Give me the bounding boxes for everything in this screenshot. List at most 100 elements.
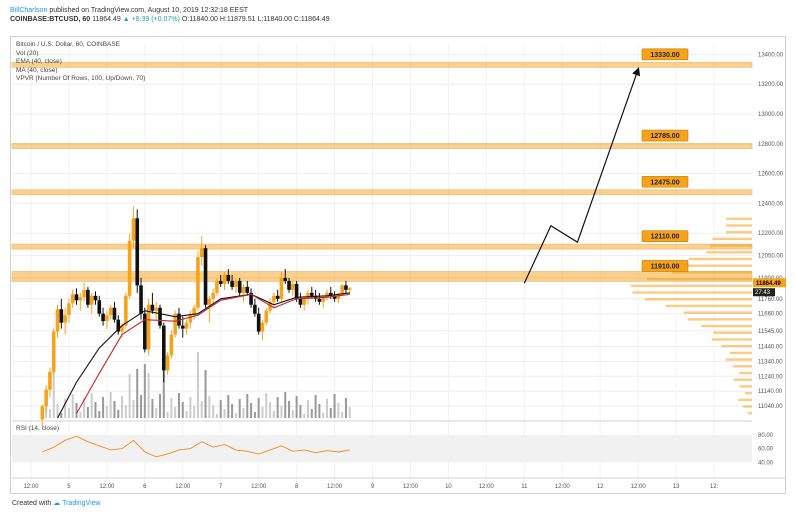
candle-body <box>165 355 170 371</box>
volume-profile-bar <box>744 391 752 395</box>
volume-profile-bar <box>632 291 752 294</box>
volume-profile-bar <box>711 338 752 341</box>
candle-body <box>101 313 105 322</box>
legend-vpvr[interactable]: VPVR (Number Of Rows, 100, Up/Down, 70) <box>16 75 146 82</box>
time-tick-label: 12:00 <box>251 484 267 490</box>
candle-body <box>158 307 162 326</box>
countdown-label: 27:43 <box>755 290 771 296</box>
volume-bar <box>348 407 351 418</box>
volume-bar <box>128 374 131 418</box>
volume-bar <box>280 406 283 418</box>
created-with-text: Created with <box>12 500 52 507</box>
volume-bar <box>98 411 101 418</box>
legend-title: Bitcoin / U.S. Dollar, 60, COINBASE <box>16 41 121 48</box>
volume-bar <box>67 408 70 418</box>
candle-body <box>268 301 272 311</box>
volume-profile-bar <box>688 257 752 261</box>
indicator-legend: Bitcoin / U.S. Dollar, 60, COINBASE Vol … <box>16 41 145 84</box>
volume-profile-bar <box>747 412 752 415</box>
volume-bar <box>212 405 215 418</box>
volume-profile-bar <box>630 284 752 288</box>
candle-body <box>146 304 151 350</box>
volume-bar <box>325 399 328 418</box>
volume-bar <box>64 399 67 418</box>
rsi-band <box>12 434 752 463</box>
price-tick-label: 13400.00 <box>758 52 784 58</box>
ohlc-text: O:11840.00 H:11879.51 L:11840.00 C:11864… <box>181 16 330 23</box>
rsi-legend[interactable]: RSI (14, close) <box>16 425 59 432</box>
candle-body <box>112 307 117 320</box>
level-band <box>11 62 753 68</box>
price-tick-label: 12050.00 <box>758 254 784 260</box>
candle-body <box>291 283 295 290</box>
candle-body <box>344 285 348 290</box>
level-label: 12475.00 <box>650 179 679 186</box>
level-band <box>11 243 753 250</box>
candle-body <box>317 298 322 302</box>
price-tick-label: 11340.00 <box>758 359 783 365</box>
projection-arrow <box>523 67 641 284</box>
candle-body <box>275 295 280 299</box>
level-label: 12110.00 <box>651 234 680 241</box>
level-band <box>11 189 753 196</box>
candle-body <box>180 325 185 329</box>
volume-profile-bar <box>665 304 752 308</box>
candle-body <box>256 313 261 332</box>
candle-body <box>63 315 67 323</box>
legend-ma[interactable]: MA (40, close) <box>16 66 58 74</box>
candle-body <box>139 285 143 314</box>
volume-bar <box>242 408 245 418</box>
price-tick-label: 11440.00 <box>758 344 783 350</box>
tradingview-brand[interactable]: TradingView <box>62 500 101 507</box>
author-link[interactable]: BillCharlson <box>10 7 48 14</box>
candle-body <box>264 310 269 323</box>
volume-bar <box>177 393 180 418</box>
candle-body <box>279 277 284 299</box>
volume-bar <box>261 407 264 418</box>
volume-bar <box>276 397 279 418</box>
volume-bar <box>299 405 302 418</box>
time-tick-label: 12:00 <box>403 484 419 490</box>
volume-bar <box>231 404 234 418</box>
level-label-box <box>641 48 689 61</box>
volume-bar <box>196 352 199 418</box>
volume-bar <box>337 403 340 418</box>
volume-bar <box>132 400 135 418</box>
volume-profile-bar <box>726 217 752 220</box>
rsi-tick-label: 40.00 <box>758 460 774 466</box>
volume-profile-bar <box>739 385 752 388</box>
price-axis: 13400.00 13200.00 13000.00 12800.00 12600.00… <box>758 52 784 410</box>
tradingview-logo-icon[interactable]: ☁ <box>53 500 61 507</box>
time-tick-label: 12:00 <box>175 484 191 490</box>
volume-profile-bar <box>644 298 752 301</box>
candle-body <box>306 292 310 299</box>
volume-bar <box>189 397 192 418</box>
volume-bar <box>155 408 158 418</box>
rsi-tick-label: 80.00 <box>758 433 774 439</box>
candle-body <box>184 322 189 329</box>
volume-bar <box>200 401 203 418</box>
symbol-text: COINBASE:BTCUSD, 60 <box>10 16 91 23</box>
candle-body <box>135 218 140 286</box>
volume-bar <box>109 392 112 418</box>
candle-body <box>283 277 288 281</box>
volume-bar <box>204 370 207 418</box>
volume-bar <box>329 408 332 418</box>
legend-ema[interactable]: EMA (40, close) <box>16 58 62 65</box>
current-price-box <box>753 278 786 288</box>
level-label-box <box>641 175 689 188</box>
volume-bar <box>147 373 150 418</box>
time-tick-label: 6 <box>143 484 147 490</box>
chart-frame <box>10 36 786 494</box>
price-tick-label: 11660.00 <box>758 312 783 318</box>
volume-bar <box>121 396 124 418</box>
volume-bar <box>102 397 105 418</box>
candle-body <box>332 295 337 299</box>
volume-bar <box>60 413 63 418</box>
time-tick-label: 7 <box>219 484 223 490</box>
level-label: 13330.00 <box>650 52 679 59</box>
time-tick-label: 10 <box>445 484 452 490</box>
volume-bar <box>307 400 309 418</box>
legend-vol[interactable]: Vol (20) <box>16 49 39 57</box>
